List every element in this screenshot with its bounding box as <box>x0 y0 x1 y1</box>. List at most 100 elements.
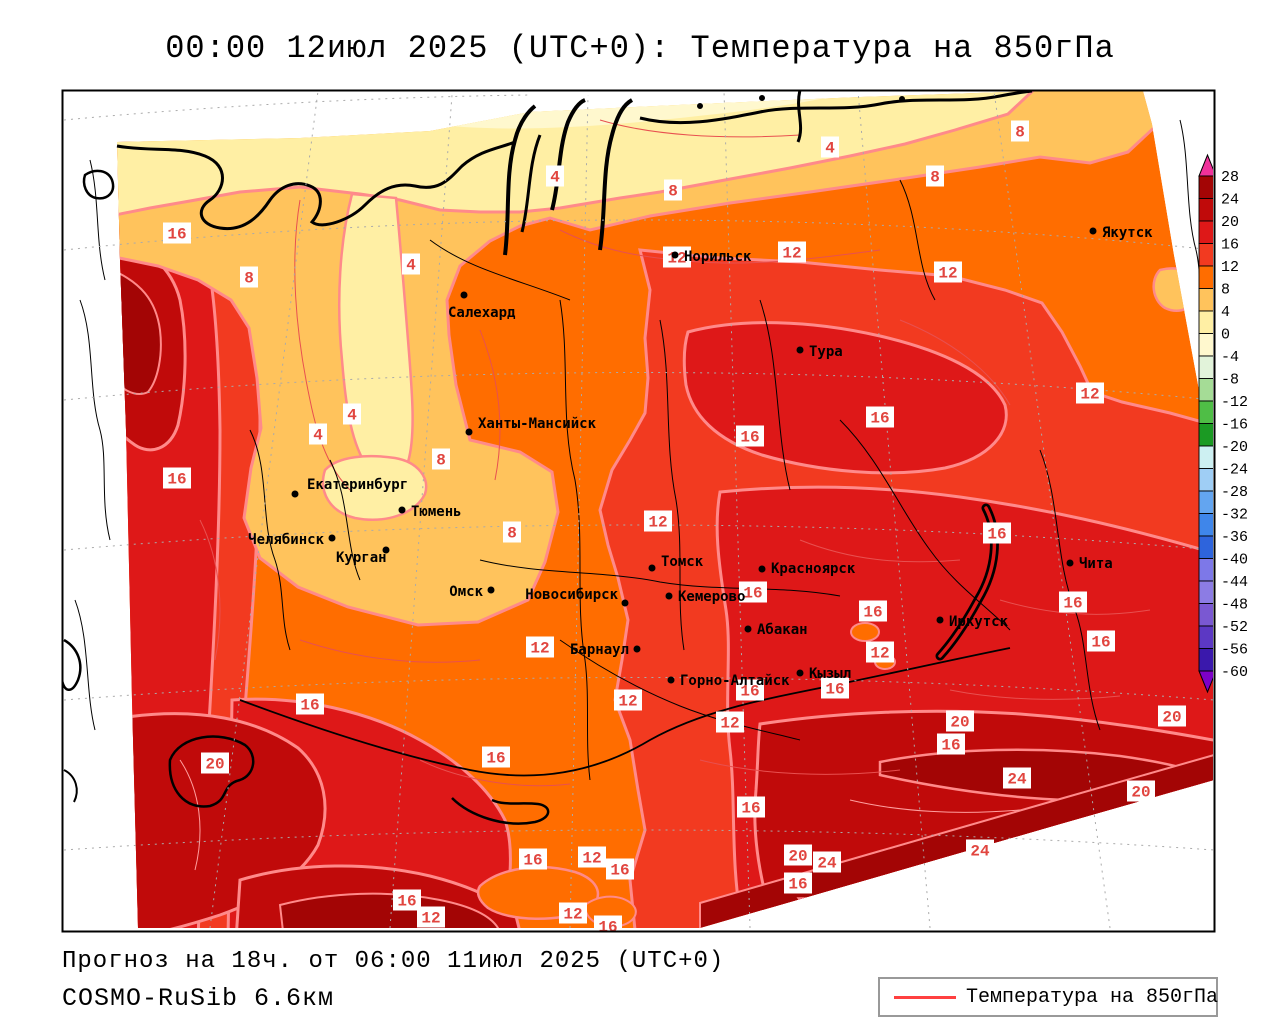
contour-label-box <box>866 641 894 663</box>
contour-label: 4 <box>406 257 416 275</box>
contour-label-box <box>1059 591 1087 613</box>
contour-label: 12 <box>421 910 440 928</box>
colorbar-tick-label: 4 <box>1221 304 1230 321</box>
colorbar-tick-label: 24 <box>1221 192 1239 209</box>
colorbar-tick-label: -8 <box>1221 372 1239 389</box>
colorbar-tick-label: -16 <box>1221 417 1248 434</box>
city-label: Салехард <box>448 305 516 321</box>
colorbar-tick-label: -24 <box>1221 462 1248 479</box>
city-dot <box>1066 559 1074 567</box>
arctic-coastline <box>116 140 516 231</box>
contour-label: 16 <box>1091 634 1110 652</box>
contour-label-box <box>1011 120 1029 142</box>
band-ekaterinburg-0-4 <box>321 454 428 521</box>
colorbar-tick-label: 28 <box>1221 169 1239 186</box>
taymyr-coastline <box>639 91 1033 125</box>
contour-label-box <box>417 906 445 928</box>
city-dot <box>936 616 944 624</box>
city-label: Тюмень <box>411 504 462 520</box>
contour-label-box <box>309 423 327 445</box>
model-info: COSMO-RuSib 6.6км <box>62 984 335 1013</box>
contour-label-box <box>859 600 887 622</box>
city-dot <box>460 291 468 299</box>
contour-label: 8 <box>436 452 446 470</box>
contour-label-box <box>559 902 587 924</box>
contour-label-box <box>519 848 547 870</box>
contour-label: 4 <box>313 427 323 445</box>
contour-label-box <box>614 689 642 711</box>
contour-label: 12 <box>563 906 582 924</box>
contour-label: 16 <box>598 919 617 937</box>
colorbar-cell <box>1198 603 1213 627</box>
contour-label: 16 <box>1063 595 1082 613</box>
colorbar-tick-label: -60 <box>1221 664 1248 681</box>
colorbar-cell <box>1198 288 1213 312</box>
city-label: Якутск <box>1102 225 1153 241</box>
contour-label-box <box>934 261 962 283</box>
city-dot <box>744 625 752 633</box>
contour-label-box <box>821 677 849 699</box>
colorbar-tick-label: 8 <box>1221 282 1230 299</box>
city-dot <box>796 346 804 354</box>
colorbar-tick-label: -12 <box>1221 394 1248 411</box>
legend-label: Температура на 850гПа <box>966 985 1219 1009</box>
contour-label: 12 <box>618 693 637 711</box>
contour-label-box <box>240 266 258 288</box>
band-west-24-28 <box>117 268 162 395</box>
city-dot <box>633 645 641 653</box>
contour-label-box <box>546 165 564 187</box>
contour-label: 12 <box>782 245 801 263</box>
colorbar <box>1198 153 1213 694</box>
contour-label-box <box>664 179 682 201</box>
contour-label: 20 <box>950 714 969 732</box>
contour-label: 20 <box>788 848 807 866</box>
city-dot <box>382 546 390 554</box>
city-label: Барнаул <box>570 642 629 658</box>
city-label: Екатеринбург <box>307 477 408 493</box>
colorbar-cell <box>1198 310 1213 334</box>
lake-zaysan <box>451 797 550 825</box>
city-label: Курган <box>336 550 387 566</box>
colorbar-cell <box>1198 490 1213 514</box>
city-dot <box>796 669 804 677</box>
city-dot <box>291 490 299 498</box>
contour-label-box <box>739 581 767 603</box>
contour-label-box <box>784 872 812 894</box>
arctic-island <box>759 95 765 101</box>
city-label: Чита <box>1079 556 1113 572</box>
colorbar-tick-label: -40 <box>1221 552 1248 569</box>
contour-label: 8 <box>668 183 678 201</box>
colorbar-cell <box>1198 265 1213 289</box>
city-label: Иркутск <box>949 614 1009 630</box>
city-dot <box>328 534 336 542</box>
colorbar-tick-label: -28 <box>1221 484 1248 501</box>
yenisei-estuary <box>598 98 634 251</box>
colorbar-tick-label: 20 <box>1221 214 1239 231</box>
lake-balkhash <box>168 735 255 808</box>
colorbar-tick-label: 0 <box>1221 327 1230 344</box>
colorbar-tick-label: -44 <box>1221 574 1248 591</box>
khatanga-inlet <box>796 91 803 143</box>
contour-label-box <box>737 796 765 818</box>
legend-box: Температура на 850гПа <box>878 977 1218 1017</box>
taz-estuary <box>520 134 542 233</box>
colorbar-cell <box>1198 333 1213 357</box>
temperature-field <box>117 91 1213 928</box>
city-dot <box>671 251 679 259</box>
city-label: Горно-Алтайск <box>680 673 790 689</box>
band-kyzyl-8-12-patch <box>850 622 880 642</box>
contour-label-box <box>813 851 841 873</box>
colorbar-cell <box>1198 648 1213 672</box>
city-label: Кемерово <box>678 589 745 605</box>
contour-label: 20 <box>205 756 224 774</box>
colorbar-cell <box>1198 175 1213 199</box>
contour-label-box <box>736 425 764 447</box>
forecast-info: Прогноз на 18ч. от 06:00 11июл 2025 (UTC… <box>62 948 725 975</box>
ob-estuary <box>503 104 537 256</box>
city-label: Абакан <box>757 622 808 638</box>
contour-label: 24 <box>970 843 990 861</box>
contour-label-box <box>821 136 839 158</box>
contour-label-box <box>594 915 622 931</box>
colorbar-cell <box>1198 355 1213 379</box>
